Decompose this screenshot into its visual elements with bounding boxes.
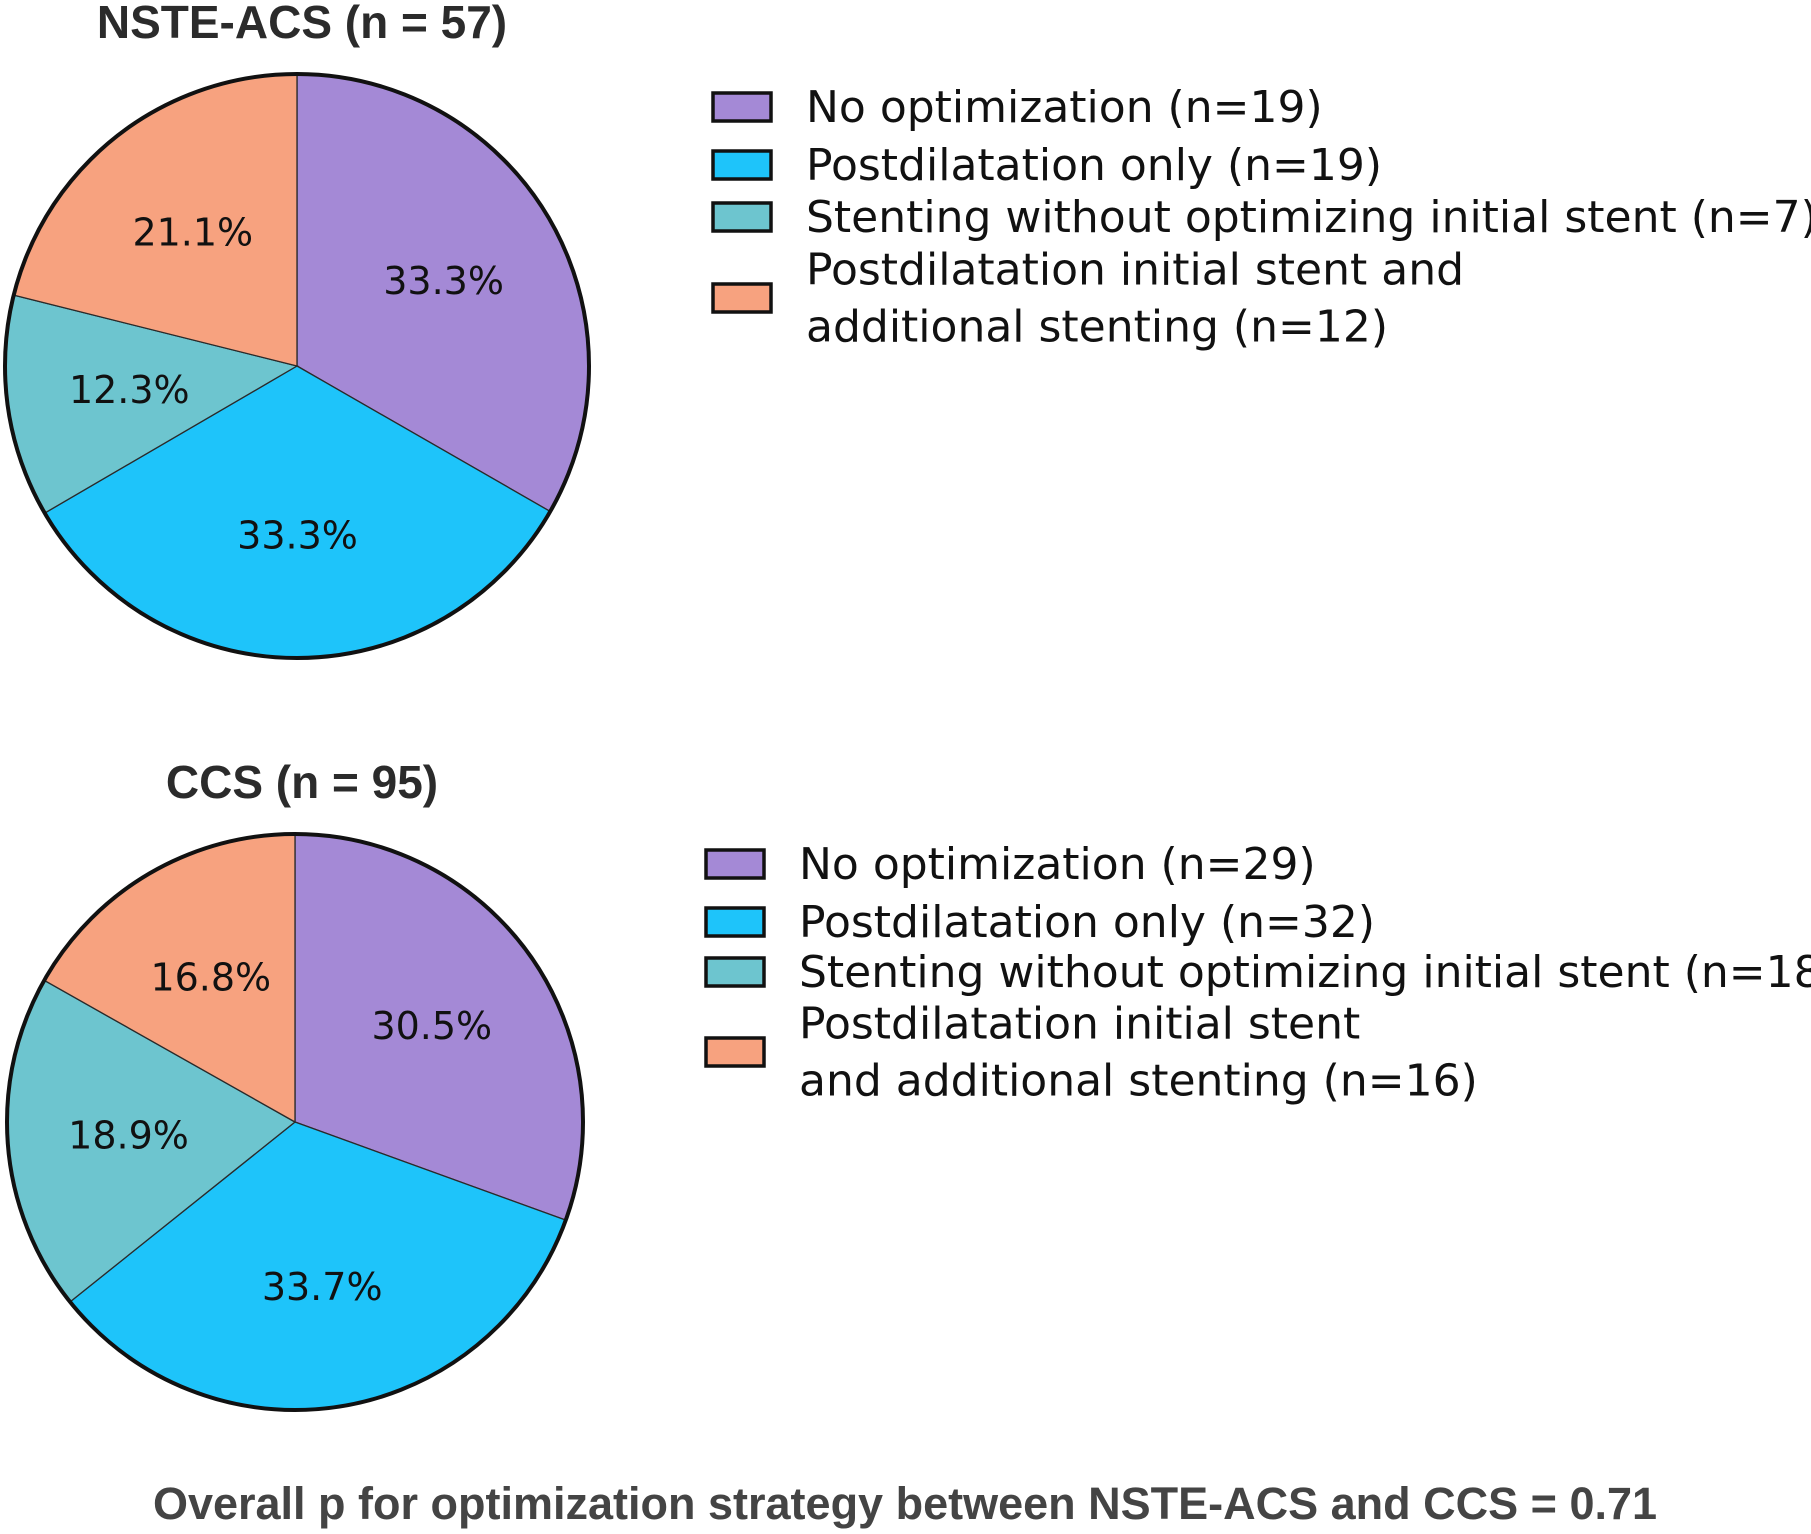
chart-title: CCS (n = 95) — [166, 756, 438, 808]
slice-label: 33.7% — [262, 1265, 383, 1309]
legend-swatch — [704, 906, 766, 938]
slice-label: 30.5% — [371, 1004, 492, 1048]
legend-swatch — [711, 91, 773, 123]
slice-label: 33.3% — [383, 259, 504, 303]
legend-label: No optimization (n=29) — [799, 839, 1316, 890]
legend-label: and additional stenting (n=16) — [799, 1056, 1478, 1107]
slice-label: 16.8% — [150, 956, 271, 1000]
legend-swatch — [711, 149, 773, 181]
pie-slice-labels: 30.5% 33.7% 18.9% 16.8% — [68, 956, 492, 1309]
pie-outline — [5, 832, 585, 1412]
legend-swatch — [704, 956, 766, 988]
legend-swatch — [711, 282, 773, 314]
pie-slice-labels: 33.3% 33.3% 12.3% 21.1% — [69, 211, 504, 558]
chart-title: NSTE-ACS (n = 57) — [97, 0, 507, 48]
legend: No optimization (n=19) Postdilatation onl… — [711, 82, 1811, 353]
pie-outline — [3, 72, 591, 660]
legend-swatch — [711, 201, 773, 233]
pie-chart-ccs: CCS (n = 95) 30.5% 33.7% 18.9% 16.8% No opt… — [5, 756, 1811, 1412]
legend-label: additional stenting (n=12) — [806, 302, 1388, 353]
legend-swatch — [704, 1036, 766, 1068]
legend-label: Postdilatation initial stent — [799, 999, 1360, 1050]
legend-swatch — [704, 848, 766, 880]
legend-label: Postdilatation only (n=32) — [799, 897, 1375, 948]
pie-slices — [3, 72, 591, 660]
legend-label: Postdilatation initial stent and — [806, 245, 1464, 296]
slice-label: 18.9% — [68, 1113, 189, 1157]
legend-label: Postdilatation only (n=19) — [806, 140, 1382, 191]
slice-label: 12.3% — [69, 368, 190, 412]
footer-p-value: Overall p for optimization strategy betw… — [153, 1478, 1657, 1529]
pie-slices — [5, 832, 585, 1412]
slice-label: 33.3% — [237, 513, 358, 557]
legend-label: No optimization (n=19) — [806, 82, 1323, 133]
slice-label: 21.1% — [132, 211, 253, 255]
legend-label: Stenting without optimizing initial sten… — [806, 192, 1811, 243]
legend: No optimization (n=29) Postdilatation onl… — [704, 839, 1811, 1107]
pie-chart-nste-acs: NSTE-ACS (n = 57) 33.3% 33.3% 12.3% 21.1% N… — [3, 0, 1811, 660]
legend-label: Stenting without optimizing initial sten… — [799, 947, 1811, 998]
